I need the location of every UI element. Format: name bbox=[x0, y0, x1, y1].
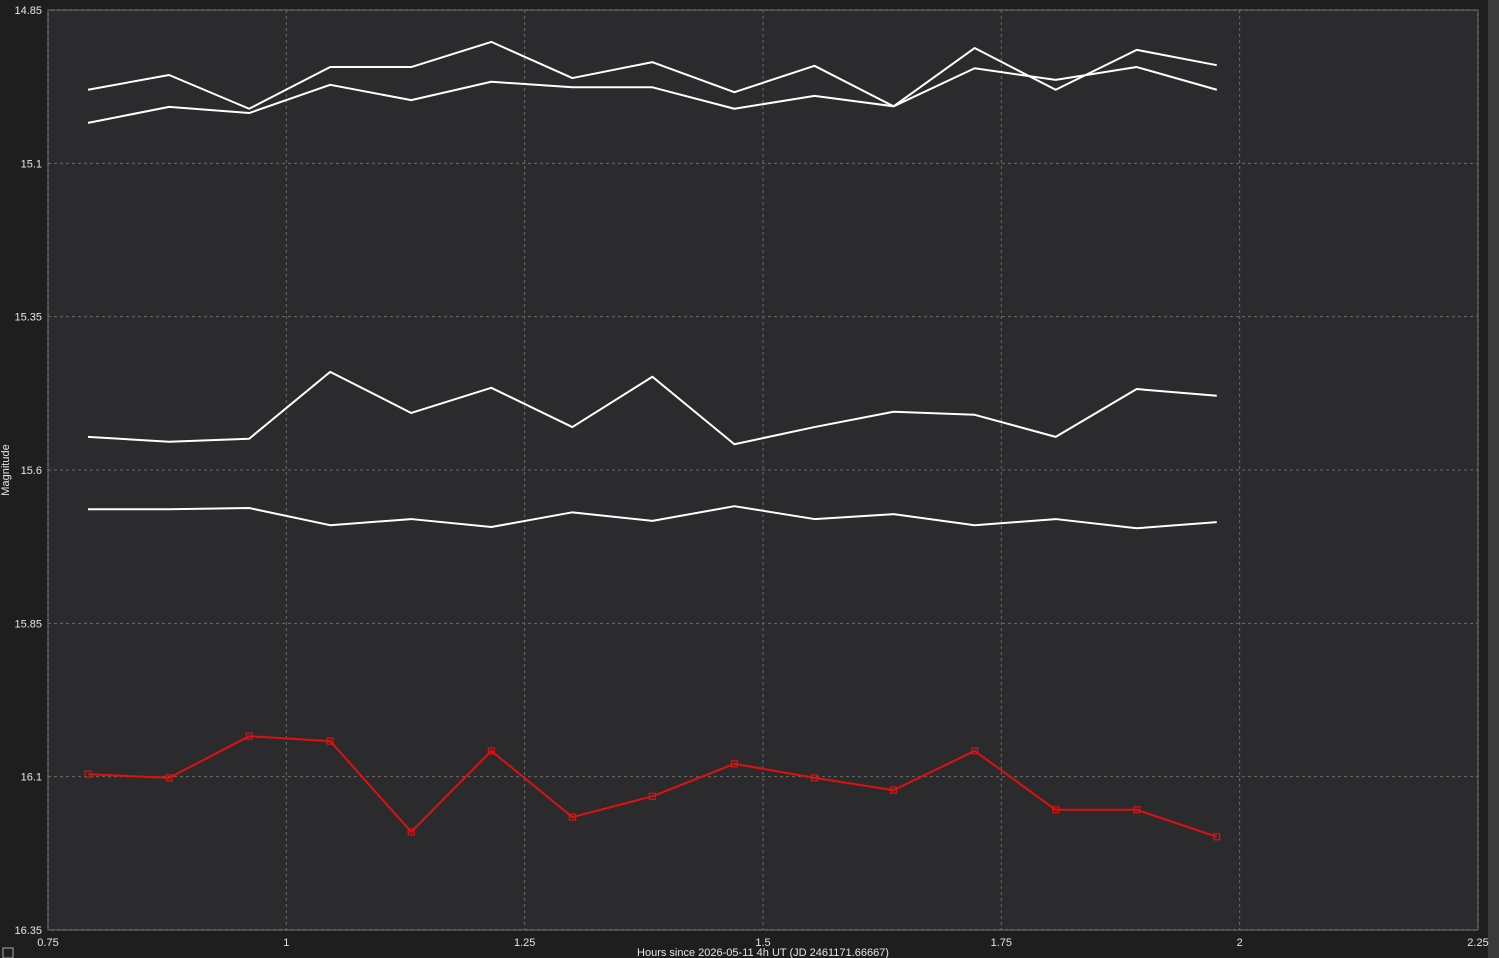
point-marker bbox=[407, 828, 415, 836]
x-axis-label: Hours since 2026-05-11 4h UT (JD 2461171… bbox=[637, 947, 889, 958]
x-tick-label: 2 bbox=[1237, 937, 1243, 949]
point-marker bbox=[568, 813, 576, 821]
point-marker bbox=[648, 792, 657, 800]
corner-button[interactable] bbox=[2, 947, 14, 958]
y-tick-label: 15.35 bbox=[14, 312, 42, 324]
y-tick-label: 15.1 bbox=[21, 158, 42, 170]
x-tick-label: 1.75 bbox=[991, 937, 1012, 949]
point-marker bbox=[810, 774, 819, 782]
point-marker bbox=[971, 747, 979, 755]
series-line bbox=[87, 66, 1218, 124]
point-marker bbox=[1052, 806, 1060, 814]
y-tick-label: 15.6 bbox=[21, 465, 42, 477]
point-marker bbox=[730, 760, 739, 768]
x-tick-label: 1.5 bbox=[755, 937, 770, 949]
point-marker bbox=[326, 737, 334, 745]
y-tick-label: 14.85 bbox=[14, 5, 42, 17]
series-line bbox=[87, 370, 1217, 446]
point-marker bbox=[1133, 806, 1141, 814]
point-marker bbox=[890, 786, 898, 794]
x-tick-label: 0.75 bbox=[37, 937, 58, 949]
point-marker bbox=[165, 774, 173, 782]
series-line bbox=[87, 735, 1218, 838]
y-tick-label: 16.35 bbox=[14, 925, 42, 937]
point-marker bbox=[487, 747, 495, 755]
y-tick-label: 15.85 bbox=[14, 618, 42, 630]
x-tick-label: 2.25 bbox=[1467, 937, 1488, 949]
y-tick-label: 16.1 bbox=[21, 772, 42, 784]
scrollbar[interactable] bbox=[1488, 0, 1499, 958]
x-tick-label: 1.25 bbox=[514, 937, 535, 949]
point-marker bbox=[1213, 833, 1221, 841]
series-line bbox=[88, 505, 1217, 530]
point-marker bbox=[245, 732, 253, 740]
x-tick-label: 1 bbox=[283, 937, 289, 949]
y-axis-label: Magnitude bbox=[0, 444, 12, 495]
point-marker bbox=[84, 770, 92, 778]
